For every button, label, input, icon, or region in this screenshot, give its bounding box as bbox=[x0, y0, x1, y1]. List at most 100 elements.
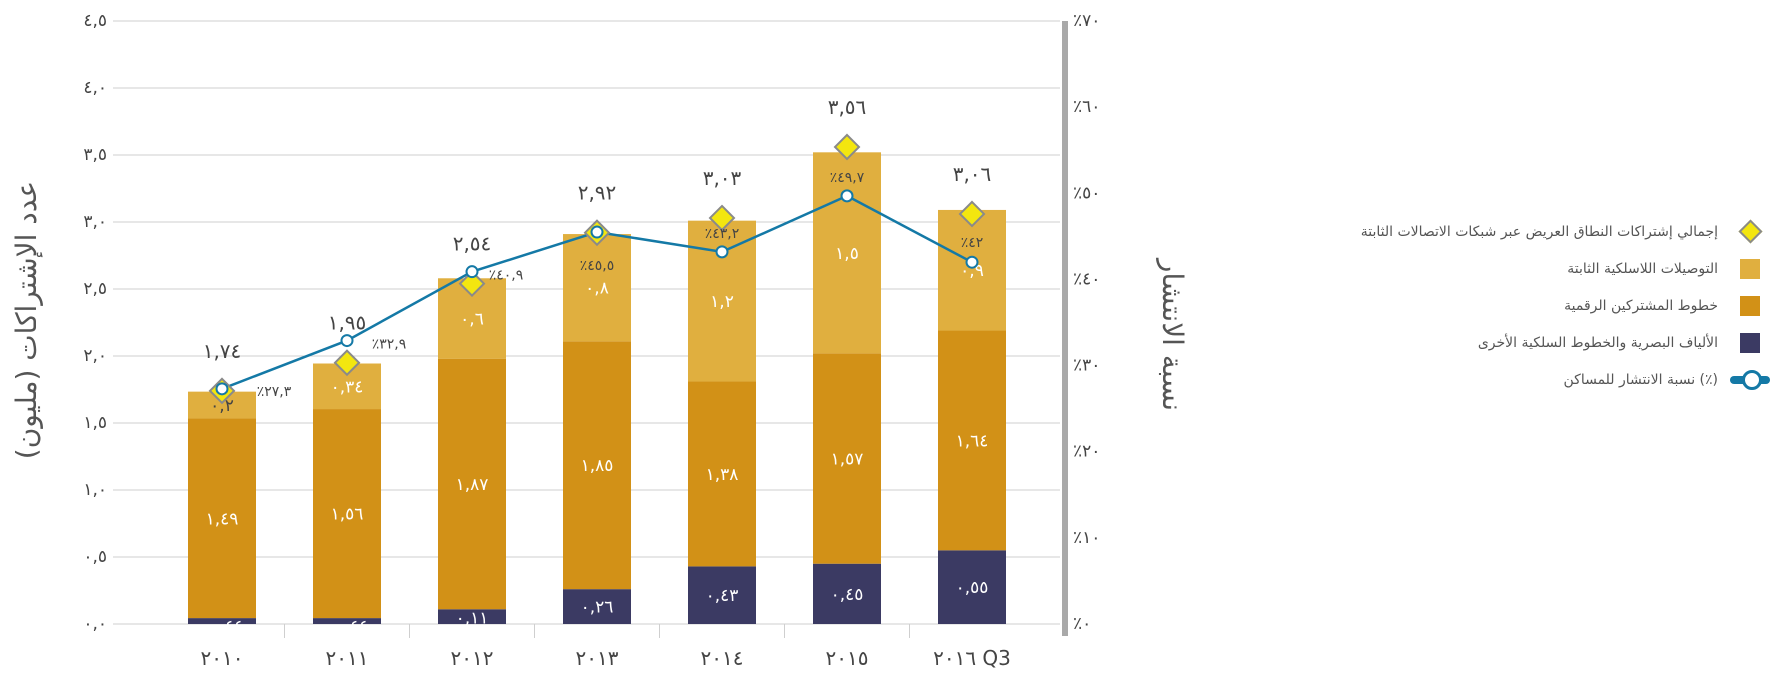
x-axis-category-label: ٢٠١٦ Q3 bbox=[933, 646, 1011, 670]
bar-segment-dsl bbox=[563, 341, 631, 590]
square-swatch-icon bbox=[1740, 258, 1760, 279]
legend-swatch-wireless bbox=[1730, 258, 1770, 280]
total-value-label: ٣,٠٦ bbox=[953, 162, 992, 186]
legend-item-penetration: (٪) نسبة الانتشار للمساكن bbox=[1300, 366, 1770, 393]
left-axis-tick-label: ٠,٠ bbox=[83, 614, 107, 634]
total-diamond-marker bbox=[708, 204, 736, 232]
chart-legend: إجمالي إشتراكات النطاق العريض عبر شبكات … bbox=[1300, 218, 1770, 403]
legend-swatch-other bbox=[1730, 332, 1770, 354]
left-axis-tick-label: ٣,٥ bbox=[83, 145, 107, 165]
diamond-marker-icon bbox=[1737, 219, 1763, 244]
bar-segment-label-wireless: ٠,٢ bbox=[210, 396, 234, 416]
bar-segment-dsl bbox=[313, 409, 381, 619]
bar-segment-label-other: ٠,٥٥ bbox=[956, 578, 989, 598]
left-axis-tick-label: ٤,٠ bbox=[83, 78, 107, 98]
bar-segment-other bbox=[813, 563, 881, 624]
bar-segment-label-dsl: ١,٦٤ bbox=[956, 431, 989, 451]
total-diamond-marker bbox=[833, 133, 861, 161]
penetration-point bbox=[340, 334, 354, 348]
bar-segment-dsl bbox=[688, 381, 756, 567]
total-value-label: ٢,٩٢ bbox=[578, 181, 617, 205]
total-value-label: ٣,٥٦ bbox=[828, 95, 867, 119]
penetration-value-label: ٪٣٢,٩ bbox=[372, 337, 407, 353]
x-axis-category-label: ٢٠١١ bbox=[326, 646, 369, 670]
bar-segment-label-other: ٠,٤٣ bbox=[706, 586, 739, 606]
bar-segment-label-dsl: ١,٤٩ bbox=[206, 509, 239, 529]
bar-segment-wireless bbox=[563, 234, 631, 342]
right-axis-tick-label: ٪٠ bbox=[1073, 614, 1091, 634]
total-value-label: ١,٩٥ bbox=[328, 311, 367, 335]
bar-segment-wireless bbox=[813, 152, 881, 354]
bar-segment-label-other: ٠,٠٤٤ bbox=[326, 617, 368, 637]
penetration-value-label: ٪٤٩,٧ bbox=[830, 170, 865, 186]
penetration-value-label: ٪٢٧,٣ bbox=[257, 384, 292, 400]
bar-segment-other bbox=[438, 609, 506, 624]
left-axis-tick-label: ٢,٠ bbox=[83, 346, 107, 366]
left-axis-title: عدد الإشتراكات (مليون) bbox=[10, 181, 43, 459]
legend-swatch-total bbox=[1730, 219, 1770, 244]
legend-item-dsl: خطوط المشتركين الرقمية bbox=[1300, 292, 1770, 319]
bar-segment-label-other: ٠,٤٥ bbox=[831, 585, 864, 605]
square-swatch-icon bbox=[1740, 332, 1760, 353]
penetration-value-label: ٪٤٠,٩ bbox=[489, 268, 524, 284]
x-axis-category-label: ٢٠١٠ bbox=[201, 646, 244, 670]
total-diamond-marker bbox=[333, 349, 361, 377]
bar-segment-dsl bbox=[813, 353, 881, 564]
bar-segment-label-dsl: ١,٣٨ bbox=[706, 465, 739, 485]
total-diamond-marker bbox=[458, 270, 486, 298]
left-axis-tick-label: ١,٠ bbox=[83, 480, 107, 500]
bar-segment-label-wireless: ١,٢ bbox=[710, 292, 734, 312]
bar-segment-dsl bbox=[188, 418, 256, 619]
right-axis-tick-label: ٪٤٠ bbox=[1073, 269, 1100, 289]
bar-segment-wireless bbox=[938, 209, 1006, 331]
bar-segment-other bbox=[688, 566, 756, 624]
total-value-label: ٣,٠٣ bbox=[703, 166, 742, 190]
left-axis-tick-label: ٤,٥ bbox=[83, 11, 107, 31]
bar-segment-dsl bbox=[438, 358, 506, 610]
right-axis-title: نسبة الانتشار bbox=[1156, 257, 1189, 411]
right-axis-tick-label: ٪٧٠ bbox=[1073, 11, 1100, 31]
legend-item-wireless: التوصيلات اللاسلكية الثابتة bbox=[1300, 255, 1770, 282]
legend-swatch-dsl bbox=[1730, 295, 1770, 317]
legend-item-other: الألياف البصرية والخطوط السلكية الأخرى bbox=[1300, 329, 1770, 356]
right-axis-tick-label: ٪٦٠ bbox=[1073, 97, 1100, 117]
bar-segment-label-wireless: ٠,٣٤ bbox=[331, 377, 364, 397]
x-axis-category-label: ٢٠١٣ bbox=[576, 646, 619, 670]
right-axis-tick-label: ٪٣٠ bbox=[1073, 356, 1100, 376]
penetration-value-label: ٪٤٥,٥ bbox=[580, 258, 615, 274]
left-axis-tick-label: ١,٥ bbox=[83, 413, 107, 433]
bar-segment-label-dsl: ١,٥٦ bbox=[331, 505, 364, 525]
penetration-value-label: ٪٤٢ bbox=[961, 235, 984, 251]
bar-segment-label-other: ٠,٠٤٤ bbox=[201, 617, 243, 637]
right-axis-tick-label: ٪٢٠ bbox=[1073, 442, 1100, 462]
bar-segment-other bbox=[188, 618, 256, 624]
legend-swatch-penetration bbox=[1730, 369, 1770, 391]
total-value-label: ١,٧٤ bbox=[203, 339, 242, 363]
penetration-point bbox=[715, 245, 729, 259]
bar-segment-label-wireless: ٠,٨ bbox=[585, 279, 609, 299]
left-axis-tick-label: ٠,٥ bbox=[83, 547, 107, 567]
bar-segment-label-dsl: ١,٥٧ bbox=[831, 450, 864, 470]
legend-label-dsl: خطوط المشتركين الرقمية bbox=[1564, 297, 1718, 314]
bar-segment-other bbox=[563, 589, 631, 624]
x-axis-category-label: ٢٠١٥ bbox=[826, 646, 869, 670]
legend-label-total: إجمالي إشتراكات النطاق العريض عبر شبكات … bbox=[1360, 223, 1718, 240]
legend-label-other: الألياف البصرية والخطوط السلكية الأخرى bbox=[1477, 334, 1718, 351]
x-axis-category-label: ٢٠١٢ bbox=[451, 646, 494, 670]
left-axis-tick-label: ٣,٠ bbox=[83, 212, 107, 232]
penetration-point bbox=[590, 225, 604, 239]
bar-segment-label-dsl: ١,٨٥ bbox=[581, 456, 614, 476]
total-value-label: ٢,٥٤ bbox=[453, 232, 492, 256]
penetration-point bbox=[840, 189, 854, 203]
bar-segment-label-wireless: ١,٥ bbox=[835, 244, 859, 264]
penetration-point bbox=[965, 255, 979, 269]
line-marker-icon bbox=[1730, 369, 1770, 390]
total-diamond-marker bbox=[958, 200, 986, 228]
legend-label-wireless: التوصيلات اللاسلكية الثابتة bbox=[1567, 260, 1718, 277]
right-axis-tick-label: ٪٥٠ bbox=[1073, 183, 1100, 203]
bar-segment-other bbox=[938, 550, 1006, 624]
right-axis-tick-label: ٪١٠ bbox=[1073, 528, 1100, 548]
bar-segment-label-other: ٠,١١ bbox=[456, 608, 489, 628]
